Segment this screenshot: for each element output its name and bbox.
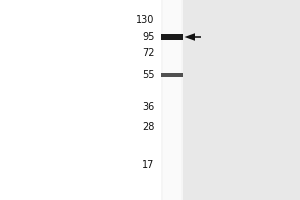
Bar: [163, 0, 181, 200]
Bar: [160, 34, 183, 40]
Bar: [160, 73, 183, 77]
FancyArrow shape: [184, 33, 201, 41]
Text: 36: 36: [142, 102, 154, 112]
Text: 28: 28: [142, 122, 154, 132]
Bar: [160, 0, 183, 200]
Text: 55: 55: [142, 70, 155, 80]
Text: 130: 130: [136, 15, 155, 25]
Text: 72: 72: [142, 48, 155, 58]
Text: 95: 95: [142, 32, 154, 42]
Text: 17: 17: [142, 160, 154, 170]
Bar: [0, 0, 213, 200]
Bar: [183, 0, 300, 200]
